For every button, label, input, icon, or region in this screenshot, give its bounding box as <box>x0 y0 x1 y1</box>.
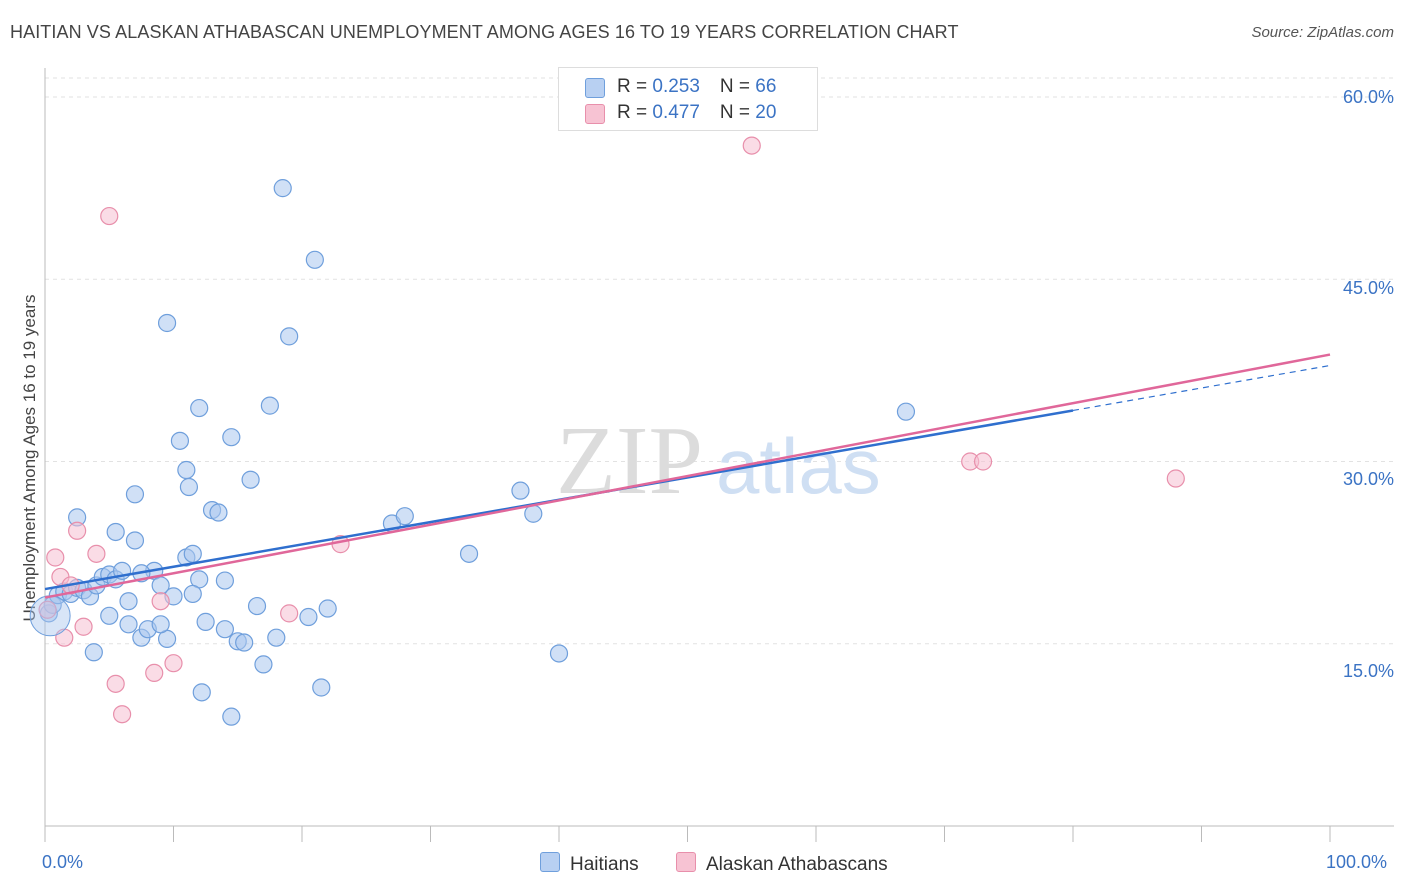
trend-lines <box>44 353 1331 599</box>
haitians-point <box>192 683 211 702</box>
athabascans-point <box>46 548 65 567</box>
haitians-point <box>215 571 234 590</box>
watermark-zip: ZIP <box>556 407 703 515</box>
y-tick-45: 45.0% <box>1342 278 1394 298</box>
haitians-point <box>125 531 145 550</box>
haitians-point <box>125 485 145 504</box>
legend-item-haitians: Haitians <box>540 852 639 876</box>
haitians-point <box>273 179 292 198</box>
y-tick-15: 15.0% <box>1342 661 1394 681</box>
athabascans-point <box>38 600 57 619</box>
haitians-point <box>119 592 138 611</box>
r-label: R = <box>617 76 653 97</box>
haitians-point <box>183 584 202 604</box>
haitians-point <box>896 402 916 421</box>
legend-label-athabascans: Alaskan Athabascans <box>706 854 888 875</box>
athabascans-legend-swatch <box>676 852 696 872</box>
r-label: R = <box>617 102 653 123</box>
n-label: N = <box>719 76 756 97</box>
haitians-legend-swatch <box>540 852 560 872</box>
y-tick-60: 60.0% <box>1342 87 1394 107</box>
n-value: 20 <box>755 102 777 123</box>
haitians-point <box>157 313 177 333</box>
haitians-point <box>280 327 299 346</box>
haitians-point <box>241 470 260 489</box>
haitians-point <box>254 655 273 674</box>
athabascans-point <box>145 663 164 683</box>
athabascans-trend-line <box>44 353 1331 599</box>
athabascans-point <box>87 544 106 563</box>
athabascans-point <box>151 592 170 611</box>
haitians-point <box>179 477 199 497</box>
legend-item-athabascans: Alaskan Athabascans <box>676 852 888 876</box>
x-tick-min: 0.0% <box>42 852 84 872</box>
athabascans-point <box>100 206 119 226</box>
haitians-point <box>260 396 279 415</box>
haitians-point <box>247 596 267 616</box>
chart-title: HAITIAN VS ALASKAN ATHABASCAN UNEMPLOYME… <box>10 22 959 42</box>
athabascans-point <box>164 654 183 673</box>
athabascans-point <box>68 521 87 540</box>
haitians-point <box>196 612 215 631</box>
athabascans-point <box>1166 469 1185 488</box>
haitians-point <box>170 431 190 450</box>
haitians-point <box>119 615 138 634</box>
haitians-point <box>549 644 569 663</box>
haitians-cluster-point <box>29 595 71 637</box>
haitians-point <box>318 599 337 618</box>
y-tick-30: 30.0% <box>1342 469 1394 489</box>
haitians-point <box>215 620 234 639</box>
haitians-point <box>151 615 170 634</box>
athabascans-point <box>973 452 993 471</box>
haitians-point <box>106 522 125 542</box>
x-tick-max: 100.0% <box>1326 852 1388 872</box>
haitians-point <box>177 460 196 480</box>
athabascans-swatch <box>585 104 605 124</box>
haitians-point <box>305 250 324 269</box>
haitians-point <box>524 504 543 523</box>
haitians-point <box>511 481 530 500</box>
haitians-point <box>395 507 414 526</box>
athabascans-point <box>742 136 761 155</box>
haitians-point <box>299 607 318 627</box>
haitians-point <box>209 503 228 522</box>
r-value: 0.253 <box>652 76 700 97</box>
axes <box>44 68 1394 842</box>
source-credit: Source: ZipAtlas.com <box>1251 24 1394 41</box>
athabascans-point <box>74 617 93 636</box>
athabascans-point <box>112 705 132 724</box>
haitians-point <box>190 398 209 418</box>
haitians-point <box>222 428 241 447</box>
athabascans-point <box>106 674 125 693</box>
r-value: 0.477 <box>652 102 700 123</box>
haitians-point <box>267 628 286 647</box>
haitians-point <box>459 544 479 563</box>
haitians-trend-extension <box>1072 364 1331 412</box>
haitians-point <box>235 633 254 652</box>
n-label: N = <box>719 102 756 123</box>
stats-legend: R = 0.253 N = 66 R = 0.477 N = 20 <box>558 67 818 131</box>
haitians-point <box>312 678 331 697</box>
haitians-swatch <box>585 78 605 98</box>
haitians-point <box>222 707 241 726</box>
haitians-point <box>183 544 202 563</box>
haitians-point <box>100 606 119 625</box>
haitians-point <box>84 643 103 662</box>
n-value: 66 <box>755 76 777 97</box>
athabascans-point <box>280 604 299 623</box>
data-points <box>29 136 1185 726</box>
legend-label-haitians: Haitians <box>570 854 639 875</box>
